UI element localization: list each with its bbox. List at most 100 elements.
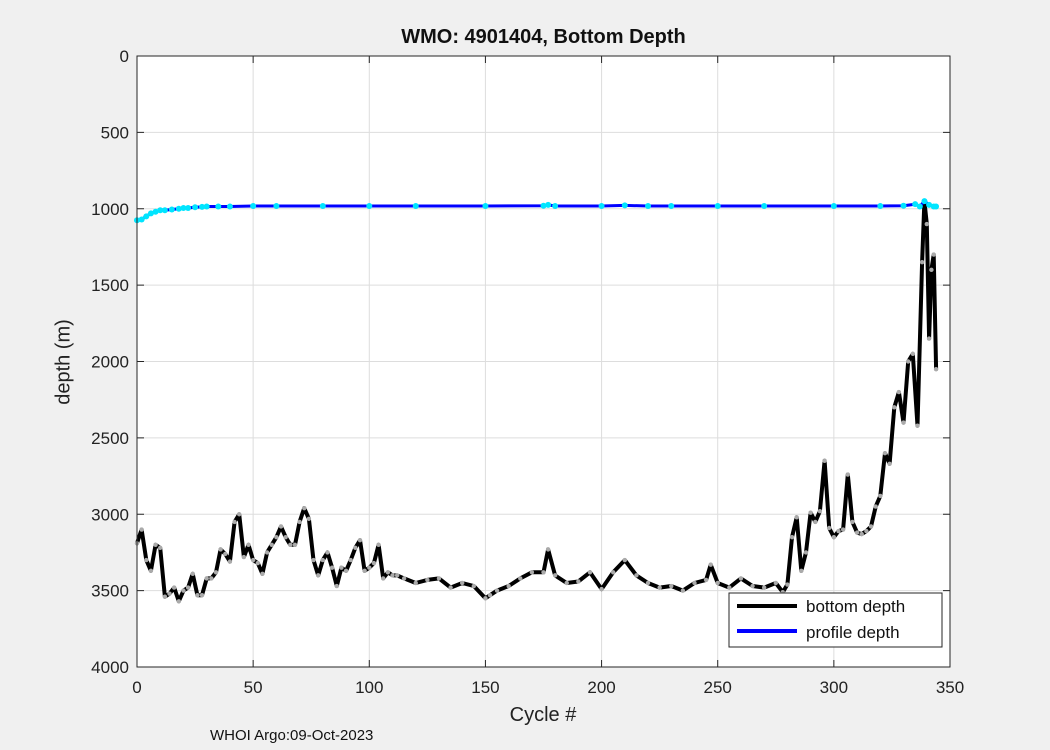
data-point-bottom-depth [425,577,430,583]
data-point-profile-depth [192,204,199,211]
data-point-bottom-depth [195,593,200,598]
data-point-profile-depth [175,205,182,212]
data-point-profile-depth [203,203,210,210]
data-point-profile-depth [366,203,373,210]
data-point-bottom-depth [204,576,209,581]
series-line-bottom-depth [135,199,939,604]
data-point-bottom-depth [348,557,353,563]
data-point-bottom-depth [185,585,191,590]
data-point-profile-depth [161,207,168,214]
data-point-bottom-depth [339,565,344,570]
data-point-bottom-depth [362,568,367,573]
data-point-profile-depth [540,202,547,209]
data-point-bottom-depth [845,472,850,477]
data-point-bottom-depth [785,582,790,587]
legend-label-bottom-depth: bottom depth [806,597,905,616]
data-point-bottom-depth [148,568,154,573]
y-tick-label: 2000 [91,353,129,372]
data-point-profile-depth [215,203,222,210]
data-point-profile-depth [545,201,552,208]
legend-box [728,592,943,648]
data-point-bottom-depth [854,530,860,535]
data-point-profile-depth [877,203,884,210]
data-point-bottom-depth [910,351,916,357]
footer-text: WHOI Argo:09-Oct-2023 [210,727,374,744]
data-point-bottom-depth [357,538,363,543]
data-point-bottom-depth [822,458,827,463]
series-bottom-depth [134,198,939,604]
data-point-bottom-depth [315,573,321,578]
data-point-bottom-depth [144,557,149,563]
data-point-bottom-depth [738,576,744,581]
data-point-bottom-depth [576,579,581,584]
data-point-bottom-depth [850,519,855,525]
data-point-profile-depth [900,202,907,209]
data-point-profile-depth [926,201,933,208]
data-point-bottom-depth [199,593,205,598]
x-tick-label: 350 [936,678,964,697]
data-point-bottom-depth [269,542,274,547]
y-tick-label: 500 [101,123,129,142]
data-point-bottom-depth [325,550,330,555]
data-point-bottom-depth [901,420,906,425]
data-point-bottom-depth [887,461,892,467]
data-point-bottom-depth [761,585,767,590]
data-point-bottom-depth [232,519,237,525]
data-point-bottom-depth [727,585,732,590]
data-point-bottom-depth [926,336,932,341]
data-point-bottom-depth [868,524,874,529]
data-point-bottom-depth [227,559,233,564]
data-point-bottom-depth [634,573,639,578]
data-point-bottom-depth [460,580,465,586]
data-point-bottom-depth [255,560,260,566]
axes-box [136,55,951,668]
data-point-bottom-depth [836,528,841,534]
data-point-bottom-depth [773,580,778,586]
data-point-bottom-depth [680,588,686,593]
data-point-bottom-depth [794,515,799,520]
y-tick-label: 3000 [91,505,129,524]
data-point-bottom-depth [931,252,936,257]
series-layer [134,198,940,604]
data-point-bottom-depth [320,557,326,563]
data-point-bottom-depth [306,516,312,522]
data-point-bottom-depth [933,366,939,372]
data-point-profile-depth [761,203,768,210]
data-point-bottom-depth [381,576,386,581]
data-point-bottom-depth [919,260,925,265]
data-point-bottom-depth [260,571,265,577]
data-point-bottom-depth [250,557,256,563]
data-point-bottom-depth [394,573,400,578]
data-point-bottom-depth [799,568,804,573]
data-point-bottom-depth [545,547,551,552]
y-axis-label: depth (m) [52,319,75,405]
data-point-bottom-depth [915,423,920,428]
x-tick-label: 300 [820,678,848,697]
y-tick-label: 3500 [91,582,129,601]
data-point-bottom-depth [264,550,270,555]
data-point-bottom-depth [401,576,407,581]
data-point-bottom-depth [808,510,813,515]
data-point-bottom-depth [905,359,911,364]
data-point-bottom-depth [564,580,569,586]
data-point-bottom-depth [882,450,888,456]
data-point-bottom-depth [518,576,523,581]
data-point-bottom-depth [241,554,247,560]
data-point-bottom-depth [892,405,897,410]
data-point-profile-depth [412,203,419,210]
data-point-bottom-depth [529,570,535,575]
data-point-bottom-depth [283,534,288,540]
data-point-bottom-depth [599,586,604,592]
data-point-bottom-depth [190,571,195,577]
series-line-profile-depth [135,199,938,222]
data-point-profile-depth [921,198,928,205]
y-tick-label: 1000 [91,200,129,219]
data-point-profile-depth [152,208,159,215]
data-point-bottom-depth [153,542,158,547]
data-point-bottom-depth [827,525,832,531]
data-point-bottom-depth [218,547,223,552]
data-point-profile-depth [482,203,489,210]
legend: bottom depth profile depth [728,592,943,648]
